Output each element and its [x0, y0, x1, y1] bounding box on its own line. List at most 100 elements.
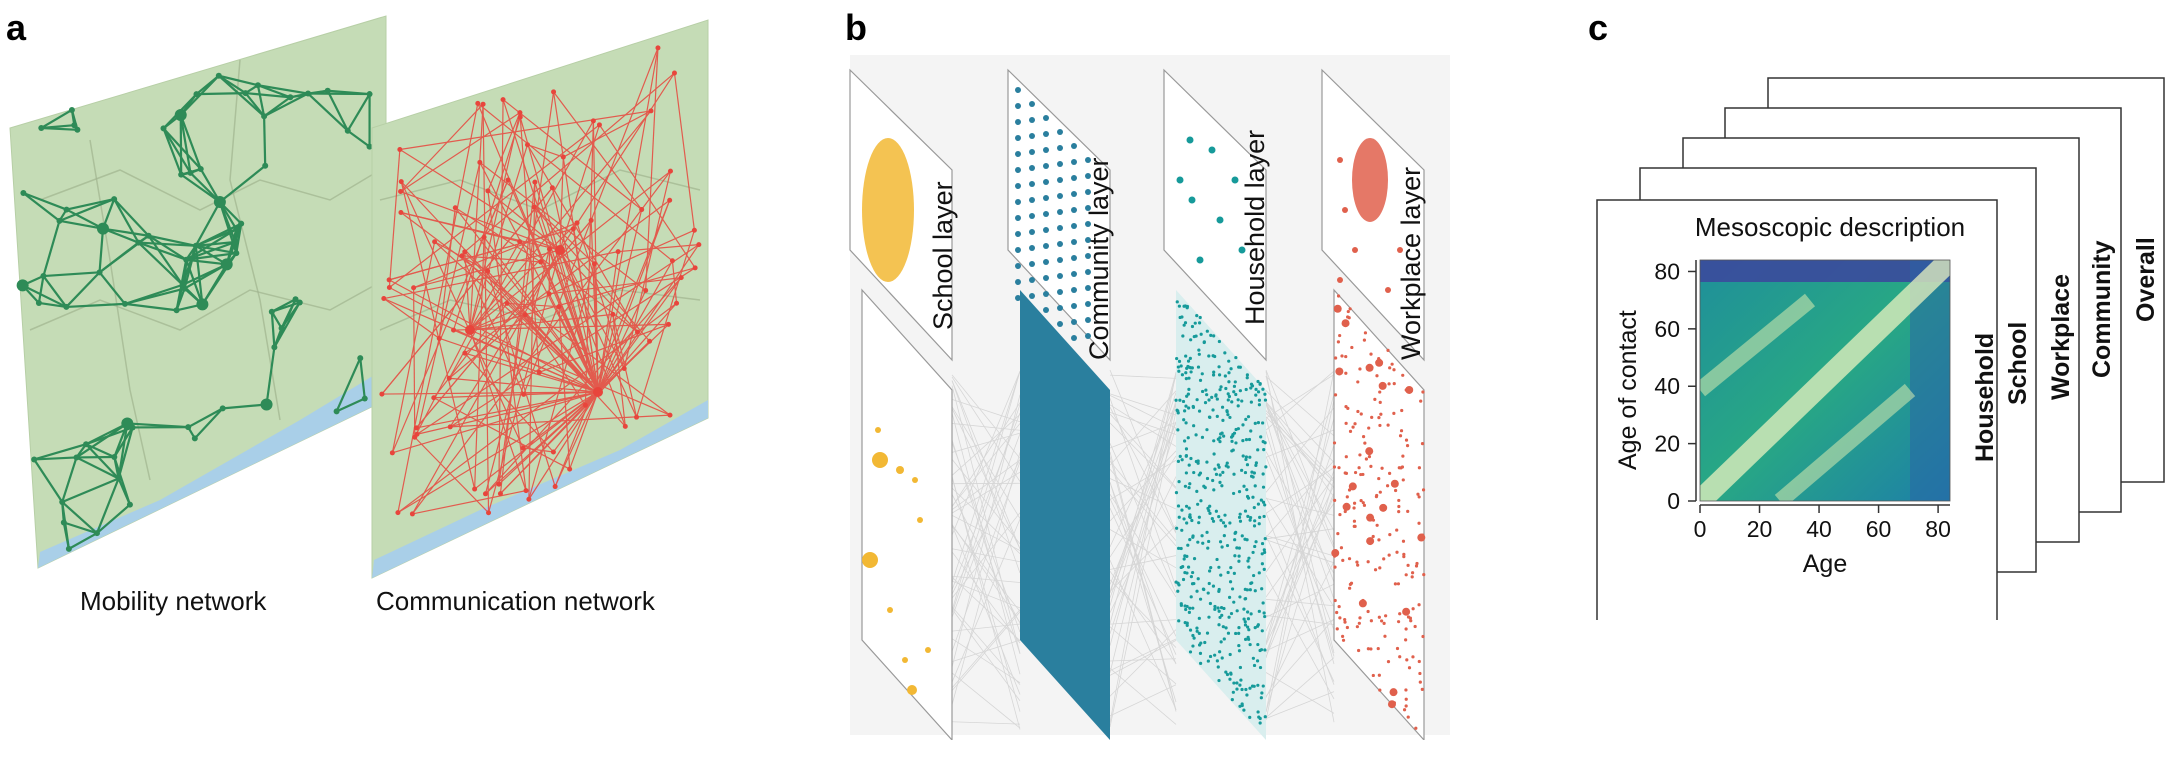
household-node	[1245, 494, 1250, 499]
communication-node	[462, 350, 468, 356]
communication-edge	[598, 124, 696, 269]
communication-edge	[477, 102, 673, 262]
communication-edge	[469, 267, 696, 331]
inter-layer-link	[1265, 539, 1335, 564]
mobility-edge	[113, 198, 140, 244]
communication-edge	[483, 236, 599, 393]
inter-layer-link	[1109, 443, 1177, 594]
household-node	[1181, 577, 1186, 582]
household-node	[1257, 522, 1261, 526]
stack-label-overall: Overall	[2132, 237, 2160, 322]
household-node	[1205, 329, 1209, 333]
inter-layer-link	[1109, 455, 1177, 558]
community-dot	[1085, 237, 1091, 243]
mobility-edge	[270, 311, 283, 329]
communication-node	[588, 217, 594, 223]
community-dot	[1085, 189, 1091, 195]
workplace-node	[1401, 454, 1405, 458]
communication-node	[477, 159, 483, 165]
mobility-node	[196, 298, 209, 311]
mobility-edge	[148, 234, 197, 247]
school-big-plane	[861, 288, 953, 740]
household-node	[1238, 595, 1242, 599]
mobility-edge	[195, 244, 237, 255]
workplace-node	[1396, 582, 1401, 586]
workplace-node	[1389, 688, 1398, 697]
communication-node	[386, 277, 392, 283]
mobility-edge	[66, 302, 126, 309]
workplace-node	[1362, 338, 1367, 342]
household-node	[1256, 502, 1261, 506]
household-node	[1253, 484, 1257, 488]
inter-layer-link	[951, 609, 1021, 689]
mobility-node	[16, 279, 29, 292]
household-node	[1177, 619, 1181, 623]
inter-layer-link	[1265, 403, 1335, 549]
household-node	[1184, 404, 1188, 408]
household-node	[1249, 400, 1253, 404]
workplace-node	[1384, 614, 1388, 618]
household-node	[1201, 587, 1206, 591]
workplace-node	[1366, 560, 1370, 564]
inter-layer-link	[1265, 535, 1335, 682]
workplace-dot	[1337, 277, 1343, 283]
workplace-node	[1400, 408, 1404, 413]
workplace-node	[1390, 362, 1394, 366]
inter-layer-link	[951, 459, 1021, 545]
y-tick-label: 0	[1667, 488, 1680, 514]
household-node	[1250, 581, 1254, 585]
household-node	[1257, 571, 1261, 575]
household-node	[1184, 471, 1188, 475]
household-node	[1234, 530, 1238, 535]
household-node	[1228, 580, 1233, 584]
household-node	[1247, 637, 1251, 641]
household-node	[1188, 482, 1192, 486]
workplace-node	[1418, 680, 1422, 684]
household-node	[1178, 315, 1182, 320]
household-node	[1217, 514, 1221, 519]
household-node	[1254, 461, 1258, 465]
household-node	[1222, 606, 1226, 611]
communication-node	[590, 118, 596, 124]
workplace-node	[1397, 510, 1401, 514]
workplace-node	[1338, 512, 1342, 517]
mobility-node	[192, 242, 199, 249]
workplace-node	[1401, 373, 1405, 377]
workplace-node	[1410, 571, 1415, 575]
household-node	[1184, 447, 1189, 451]
mobility-node	[179, 281, 186, 288]
mobility-edge	[185, 240, 236, 261]
household-node	[1221, 625, 1225, 629]
workplace-node	[1381, 384, 1385, 389]
mobility-edge	[219, 164, 266, 203]
community-dot	[1085, 205, 1091, 211]
mobility-edge	[137, 241, 184, 286]
household-top-plane	[1163, 68, 1267, 362]
inter-layer-link	[1265, 598, 1335, 607]
inter-layer-link	[951, 439, 1021, 655]
household-node	[1221, 470, 1225, 474]
workplace-node	[1352, 501, 1357, 505]
mobility-edge	[265, 347, 276, 405]
household-node	[1184, 453, 1189, 458]
household-node	[1209, 333, 1213, 337]
household-node	[1237, 490, 1242, 494]
workplace-node	[1355, 625, 1359, 629]
workplace-node	[1383, 634, 1387, 638]
mobility-node	[68, 106, 75, 113]
household-node	[1185, 521, 1189, 525]
household-node	[1177, 546, 1181, 550]
communication-network-caption: Communication network	[376, 586, 655, 616]
household-node	[1256, 710, 1260, 714]
communication-edge	[522, 391, 599, 449]
inter-layer-link	[1109, 422, 1177, 598]
household-node	[1187, 387, 1191, 391]
mobility-node	[160, 125, 167, 132]
communication-node	[481, 234, 487, 240]
inter-layer-link	[951, 512, 1021, 599]
household-node	[1236, 398, 1240, 402]
communication-edge	[528, 391, 599, 500]
household-node	[1198, 315, 1202, 320]
inter-layer-link	[1109, 579, 1177, 648]
workplace-node	[1416, 492, 1420, 496]
